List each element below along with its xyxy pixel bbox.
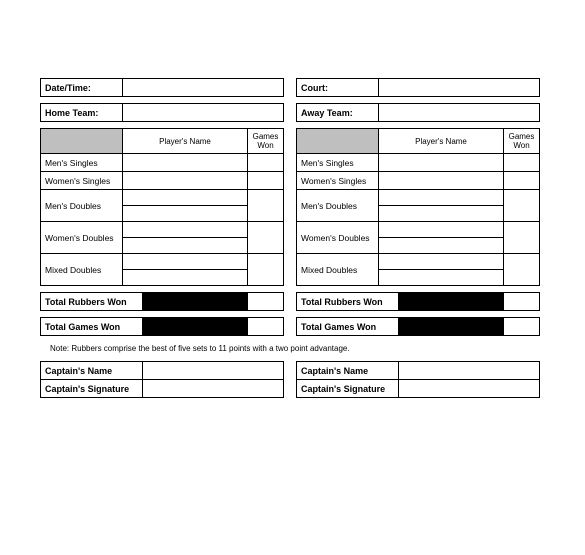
home-mens-singles-games[interactable] xyxy=(248,154,284,172)
home-captain-sig-value[interactable] xyxy=(143,380,284,398)
court-table: Court: xyxy=(296,78,540,97)
away-mixed-doubles-label: Mixed Doubles xyxy=(297,254,379,286)
home-events-table: Player's Name Games Won Men's Singles Wo… xyxy=(40,128,284,286)
away-captain-table: Captain's Name Captain's Signature xyxy=(296,361,540,398)
away-mens-doubles-label: Men's Doubles xyxy=(297,190,379,222)
away-mixed-doubles-games[interactable] xyxy=(504,254,540,286)
home-womens-doubles-label: Women's Doubles xyxy=(41,222,123,254)
away-events-table: Player's Name Games Won Men's Singles Wo… xyxy=(296,128,540,286)
home-rubbers-value[interactable] xyxy=(248,293,284,311)
away-header-games: Games Won xyxy=(504,129,540,154)
scoresheet-page: Date/Time: Court: Home Team: xyxy=(40,78,540,398)
away-womens-singles-games[interactable] xyxy=(504,172,540,190)
home-womens-singles-games[interactable] xyxy=(248,172,284,190)
home-mens-singles-label: Men's Singles xyxy=(41,154,123,172)
away-rubbers-black xyxy=(399,293,504,311)
court-value[interactable] xyxy=(379,79,540,97)
away-mens-doubles-games[interactable] xyxy=(504,190,540,222)
home-games-total-table: Total Games Won xyxy=(40,317,284,336)
datetime-label: Date/Time: xyxy=(41,79,123,97)
datetime-value[interactable] xyxy=(123,79,284,97)
home-header-player: Player's Name xyxy=(123,129,248,154)
away-mens-doubles-player1[interactable] xyxy=(379,190,504,206)
away-games-label: Total Games Won xyxy=(297,318,399,336)
home-womens-doubles-games[interactable] xyxy=(248,222,284,254)
hometeam-table: Home Team: xyxy=(40,103,284,122)
away-games-total-table: Total Games Won xyxy=(296,317,540,336)
hometeam-label: Home Team: xyxy=(41,104,123,122)
home-header-blank xyxy=(41,129,123,154)
away-mixed-doubles-player2[interactable] xyxy=(379,270,504,286)
away-rubbers-label: Total Rubbers Won xyxy=(297,293,399,311)
home-captain-sig-label: Captain's Signature xyxy=(41,380,143,398)
home-womens-doubles-player1[interactable] xyxy=(123,222,248,238)
away-mens-singles-player[interactable] xyxy=(379,154,504,172)
away-womens-doubles-games[interactable] xyxy=(504,222,540,254)
home-mens-doubles-label: Men's Doubles xyxy=(41,190,123,222)
home-captain-table: Captain's Name Captain's Signature xyxy=(40,361,284,398)
away-captain-sig-label: Captain's Signature xyxy=(297,380,399,398)
datetime-table: Date/Time: xyxy=(40,78,284,97)
away-womens-doubles-label: Women's Doubles xyxy=(297,222,379,254)
away-captain-name-value[interactable] xyxy=(399,362,540,380)
header-row-1: Date/Time: Court: xyxy=(40,78,540,97)
home-womens-doubles-player2[interactable] xyxy=(123,238,248,254)
events-row: Player's Name Games Won Men's Singles Wo… xyxy=(40,128,540,286)
home-womens-singles-label: Women's Singles xyxy=(41,172,123,190)
away-womens-doubles-player1[interactable] xyxy=(379,222,504,238)
home-captain-name-value[interactable] xyxy=(143,362,284,380)
awayteam-table: Away Team: xyxy=(296,103,540,122)
court-label: Court: xyxy=(297,79,379,97)
away-womens-singles-label: Women's Singles xyxy=(297,172,379,190)
away-womens-singles-player[interactable] xyxy=(379,172,504,190)
away-header-blank xyxy=(297,129,379,154)
home-mens-doubles-games[interactable] xyxy=(248,190,284,222)
home-header-games: Games Won xyxy=(248,129,284,154)
home-totals-table: Total Rubbers Won xyxy=(40,292,284,311)
home-games-value[interactable] xyxy=(248,318,284,336)
away-mixed-doubles-player1[interactable] xyxy=(379,254,504,270)
home-mixed-doubles-player1[interactable] xyxy=(123,254,248,270)
home-mixed-doubles-label: Mixed Doubles xyxy=(41,254,123,286)
home-mens-singles-player[interactable] xyxy=(123,154,248,172)
home-rubbers-black xyxy=(143,293,248,311)
home-games-label: Total Games Won xyxy=(41,318,143,336)
home-captain-name-label: Captain's Name xyxy=(41,362,143,380)
captain-row: Captain's Name Captain's Signature Capta… xyxy=(40,361,540,398)
away-rubbers-value[interactable] xyxy=(504,293,540,311)
home-rubbers-label: Total Rubbers Won xyxy=(41,293,143,311)
note-text: Note: Rubbers comprise the best of five … xyxy=(40,336,540,361)
home-mixed-doubles-player2[interactable] xyxy=(123,270,248,286)
hometeam-value[interactable] xyxy=(123,104,284,122)
away-mens-doubles-player2[interactable] xyxy=(379,206,504,222)
awayteam-label: Away Team: xyxy=(297,104,379,122)
away-games-value[interactable] xyxy=(504,318,540,336)
awayteam-value[interactable] xyxy=(379,104,540,122)
away-mens-singles-games[interactable] xyxy=(504,154,540,172)
header-row-2: Home Team: Away Team: xyxy=(40,103,540,122)
away-mens-singles-label: Men's Singles xyxy=(297,154,379,172)
home-mens-doubles-player2[interactable] xyxy=(123,206,248,222)
home-mens-doubles-player1[interactable] xyxy=(123,190,248,206)
away-totals-table: Total Rubbers Won xyxy=(296,292,540,311)
totals-row: Total Rubbers Won Total Games Won Tot xyxy=(40,292,540,336)
home-mixed-doubles-games[interactable] xyxy=(248,254,284,286)
home-games-black xyxy=(143,318,248,336)
home-womens-singles-player[interactable] xyxy=(123,172,248,190)
away-header-player: Player's Name xyxy=(379,129,504,154)
away-captain-name-label: Captain's Name xyxy=(297,362,399,380)
away-captain-sig-value[interactable] xyxy=(399,380,540,398)
away-womens-doubles-player2[interactable] xyxy=(379,238,504,254)
away-games-black xyxy=(399,318,504,336)
